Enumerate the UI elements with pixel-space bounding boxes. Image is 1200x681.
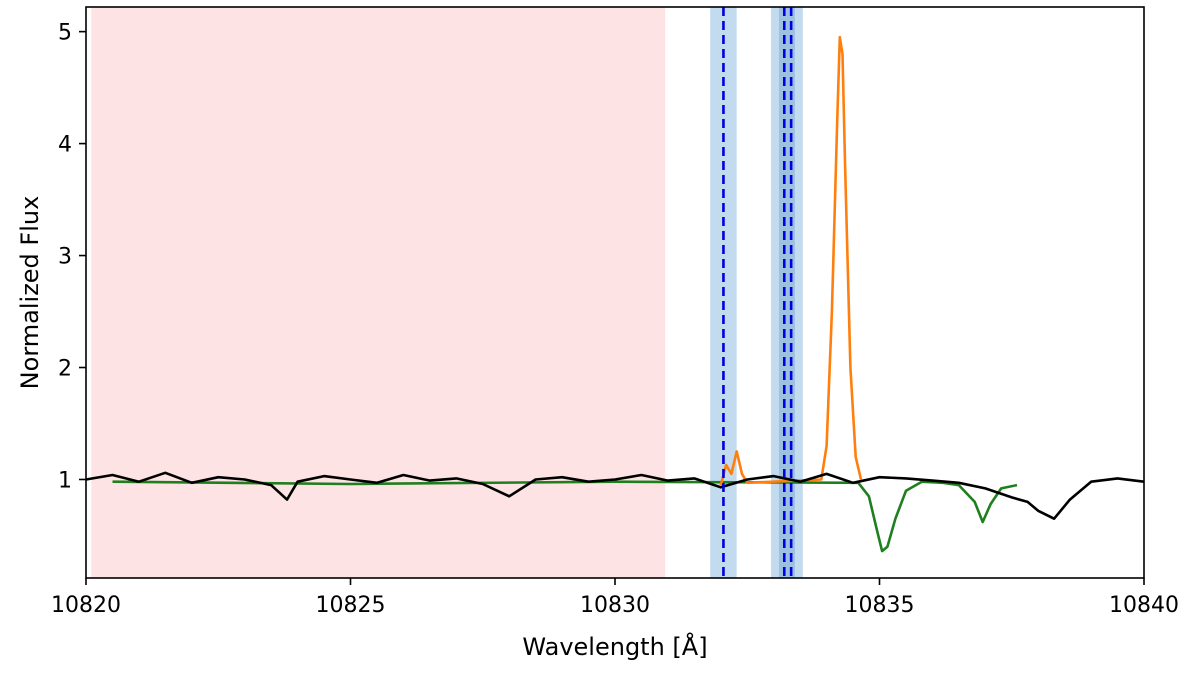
y-tick-label-1: 2 bbox=[58, 357, 72, 382]
shaded-region-0 bbox=[91, 7, 666, 578]
x-axis-ticks: 10820 10825 10830 10835 10840 bbox=[51, 578, 1179, 618]
x-tick-label-3: 10835 bbox=[845, 593, 915, 618]
x-tick-label-2: 10830 bbox=[580, 593, 650, 618]
y-axis-ticks: 1 2 3 4 5 bbox=[58, 21, 86, 493]
x-tick-label-4: 10840 bbox=[1109, 593, 1179, 618]
series-line-1 bbox=[719, 35, 863, 486]
y-axis-title: Normalized Flux bbox=[16, 196, 44, 390]
y-tick-label-3: 4 bbox=[58, 133, 72, 158]
series-line-0 bbox=[112, 480, 1018, 553]
shaded-region-3 bbox=[778, 7, 795, 578]
x-tick-label-0: 10820 bbox=[51, 593, 121, 618]
vertical-marker-lines bbox=[722, 7, 793, 578]
y-tick-label-2: 3 bbox=[58, 245, 72, 270]
series-lines bbox=[85, 35, 1145, 553]
y-tick-label-0: 1 bbox=[58, 468, 72, 493]
x-axis-title: Wavelength [Å] bbox=[522, 632, 707, 661]
shaded-regions bbox=[91, 7, 803, 578]
y-tick-label-4: 5 bbox=[58, 21, 72, 46]
series-line-2 bbox=[85, 471, 1145, 521]
x-tick-label-1: 10825 bbox=[316, 593, 386, 618]
